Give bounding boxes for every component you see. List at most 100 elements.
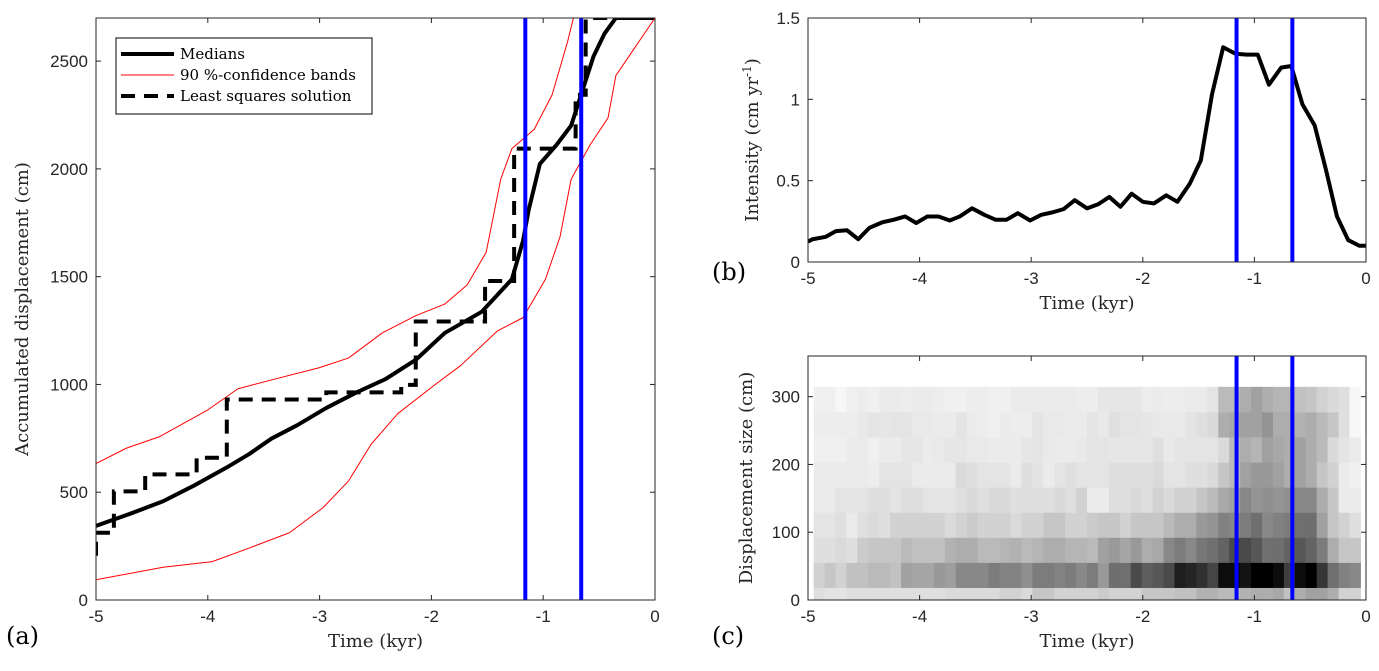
heatmap-cell — [868, 512, 880, 538]
heatmap-cell — [999, 512, 1011, 538]
heatmap-cell — [1185, 436, 1197, 463]
heatmap-cell — [1097, 512, 1110, 538]
y-axis-label: Accumulated displacement (cm) — [12, 162, 33, 457]
heatmap-cell — [1032, 487, 1044, 513]
heatmap-cell — [1108, 537, 1121, 563]
heatmap-cell — [1305, 587, 1318, 600]
heatmap-cell — [868, 562, 880, 588]
heatmap-cell — [1294, 436, 1307, 463]
heatmap-cell — [1163, 562, 1175, 588]
heatmap-cell — [912, 587, 924, 600]
heatmap-cell — [1152, 411, 1165, 438]
heatmap-cell — [857, 587, 869, 600]
heatmap-cell — [1261, 512, 1274, 538]
heatmap-cell — [955, 411, 968, 438]
heatmap-cell — [1141, 562, 1154, 588]
heatmap-cell — [999, 537, 1011, 563]
heatmap-cell — [868, 462, 880, 488]
panel-b: -5 -4 -3 -2 -1 0 0 0.5 1 1.5 Time (kyr) Intensity (… — [712, 9, 1371, 314]
legend-label: Least squares solution — [180, 87, 352, 105]
heatmap-cell — [1043, 487, 1055, 513]
heatmap-cell — [922, 587, 935, 600]
heatmap-cell — [977, 512, 990, 538]
heatmap-cell — [1283, 462, 1296, 488]
heatmap-cell — [835, 436, 847, 463]
heatmap-cell — [1185, 487, 1197, 513]
heatmap-cell — [1272, 411, 1285, 438]
heatmap-cell — [813, 562, 826, 588]
heatmap-cell — [1338, 487, 1350, 513]
heatmap-cell — [1021, 436, 1033, 463]
heatmap-cell — [944, 512, 957, 538]
heatmap-cell — [846, 436, 858, 463]
heatmap-cell — [1032, 512, 1044, 538]
x-tick-label: -4 — [912, 607, 927, 626]
heatmap-cell — [1076, 562, 1088, 588]
heatmap-cell — [1141, 411, 1154, 438]
heatmap-cell — [1163, 462, 1175, 488]
heatmap-cell — [824, 562, 836, 588]
heatmap-cell — [1010, 487, 1022, 513]
heatmap-cell — [933, 386, 946, 413]
least-squares-line — [96, 18, 655, 556]
heatmap-cell — [1218, 411, 1230, 438]
heatmap-cell — [933, 562, 946, 588]
heatmap-cell — [1152, 562, 1165, 588]
heatmap-cell — [1272, 487, 1285, 513]
heatmap-cell — [977, 411, 990, 438]
heatmap-cell — [1316, 462, 1329, 488]
heatmap-cell — [1010, 537, 1022, 563]
heatmap-cell — [1316, 537, 1329, 563]
intensity-line — [808, 45, 1366, 248]
heatmap-cell — [1130, 512, 1143, 538]
heatmap-cell — [1174, 411, 1186, 438]
heatmap-cell — [813, 512, 826, 538]
heatmap-cell — [944, 562, 957, 588]
heatmap-cell — [890, 537, 902, 563]
heatmap-cell — [901, 537, 913, 563]
heatmap-cell — [1218, 562, 1230, 588]
heatmap-cell — [966, 436, 979, 463]
heatmap-cell — [1338, 512, 1350, 538]
x-tick-label: -3 — [312, 607, 327, 626]
x-tick-label: -3 — [1024, 269, 1039, 288]
heatmap-cell — [1032, 462, 1044, 488]
heatmap-cell — [922, 537, 935, 563]
heatmap-cell — [1097, 587, 1110, 600]
heatmap-cell — [977, 462, 990, 488]
heatmap-cell — [901, 487, 913, 513]
heatmap-cell — [933, 462, 946, 488]
x-tick-label: -1 — [1247, 269, 1262, 288]
heatmap-cell — [1207, 411, 1219, 438]
y-tick-label: 500 — [60, 483, 88, 502]
x-tick-label: 0 — [1361, 607, 1370, 626]
heatmap-cell — [955, 537, 968, 563]
heatmap-cell — [868, 487, 880, 513]
heatmap-cell — [1283, 487, 1296, 513]
heatmap-cell — [1119, 386, 1132, 413]
heatmap-cell — [977, 587, 990, 600]
heatmap-cell — [1174, 562, 1186, 588]
heatmap-cell — [999, 386, 1011, 413]
plot-area — [96, 18, 655, 600]
heatmap-cell — [1097, 562, 1110, 588]
heatmap-cell — [1119, 487, 1132, 513]
heatmap-cell — [1283, 562, 1296, 588]
heatmap-cell — [1316, 512, 1329, 538]
heatmap-cell — [1349, 587, 1361, 600]
heatmap-cell — [1305, 537, 1318, 563]
heatmap-cell — [1218, 436, 1230, 463]
heatmap-cell — [835, 462, 847, 488]
heatmap-cell — [1283, 537, 1296, 563]
y-tick-label: 1500 — [50, 268, 88, 287]
heatmap-cell — [813, 411, 826, 438]
heatmap-cell — [1076, 587, 1088, 600]
heatmap-cell — [1185, 537, 1197, 563]
heatmap-cell — [1076, 386, 1088, 413]
heatmap-cell — [966, 462, 979, 488]
heatmap-cell — [1130, 587, 1143, 600]
heatmap-cell — [879, 436, 891, 463]
heatmap-cell — [813, 587, 826, 600]
heatmap-cell — [1218, 512, 1230, 538]
